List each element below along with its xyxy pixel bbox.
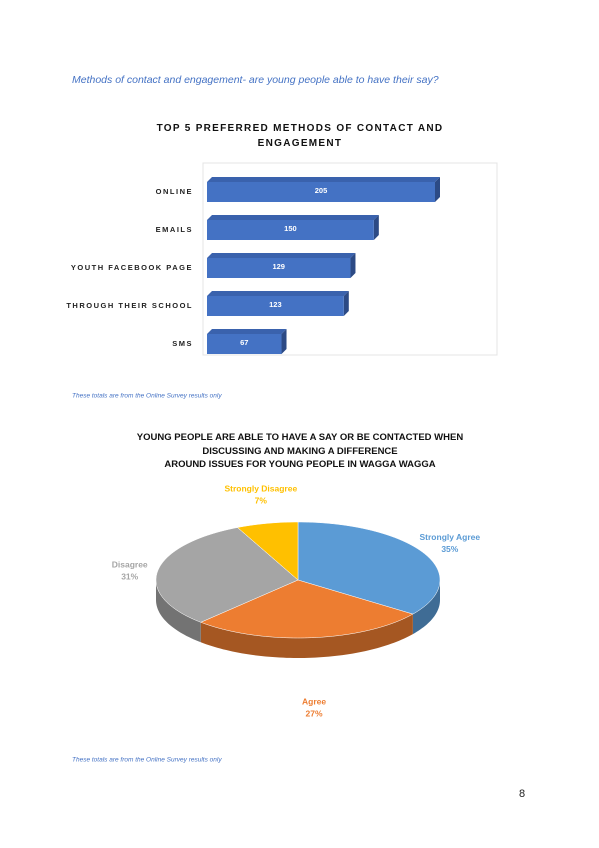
category-label: THROUGH THEIR SCHOOL: [66, 301, 193, 310]
bar-top: [207, 253, 356, 258]
heading: Methods of contact and engagement- are y…: [72, 74, 439, 86]
bar-side: [350, 253, 356, 278]
bar: [207, 334, 282, 354]
bar: [207, 258, 351, 278]
value-label: 67: [240, 338, 248, 347]
bar-top: [207, 177, 440, 182]
value-label: 205: [315, 186, 328, 195]
slice-name: Strongly Disagree: [224, 484, 297, 494]
category-label: EMAILS: [156, 225, 193, 234]
slice-value: 35%: [441, 544, 458, 554]
slice: [297, 521, 441, 615]
bar: [207, 182, 435, 202]
page-number: 8: [519, 788, 525, 800]
category-label: YOUTH FACEBOOK PAGE: [71, 263, 193, 272]
slice: [236, 521, 299, 581]
slice-side: [156, 580, 201, 643]
bar: [207, 296, 344, 316]
bar-side: [373, 215, 379, 240]
slice-side: [200, 614, 413, 658]
pie-chart-title: YOUNG PEOPLE ARE ABLE TO HAVE A SAY OR B…: [136, 432, 464, 470]
category-label: SMS: [172, 339, 193, 348]
slice: [155, 527, 299, 623]
note: These totals are from the Online Survey …: [72, 393, 222, 400]
plot-area: [202, 162, 498, 356]
slice: [200, 579, 414, 639]
category-label: ONLINE: [156, 187, 193, 196]
bar: [207, 220, 374, 240]
value-label: 150: [284, 224, 297, 233]
slice-value: 27%: [306, 709, 323, 719]
bar-top: [207, 215, 379, 220]
slice-name: Agree: [302, 697, 326, 707]
bar-side: [343, 291, 349, 316]
note: These totals are from the Online Survey …: [72, 757, 222, 764]
bar-side: [281, 329, 287, 354]
bar-side: [435, 177, 440, 202]
bar-chart-title: TOP 5 PREFERRED METHODS OF CONTACT AND E…: [156, 123, 444, 149]
slice-name: Disagree: [112, 560, 148, 570]
slice-name: Strongly Agree: [420, 532, 481, 542]
slice-value: 31%: [121, 572, 138, 582]
slice-value: 7%: [255, 496, 268, 506]
value-label: 129: [272, 262, 285, 271]
bar-top: [207, 291, 349, 296]
value-label: 123: [269, 300, 282, 309]
bar-top: [207, 329, 287, 334]
slice-side: [412, 580, 440, 635]
